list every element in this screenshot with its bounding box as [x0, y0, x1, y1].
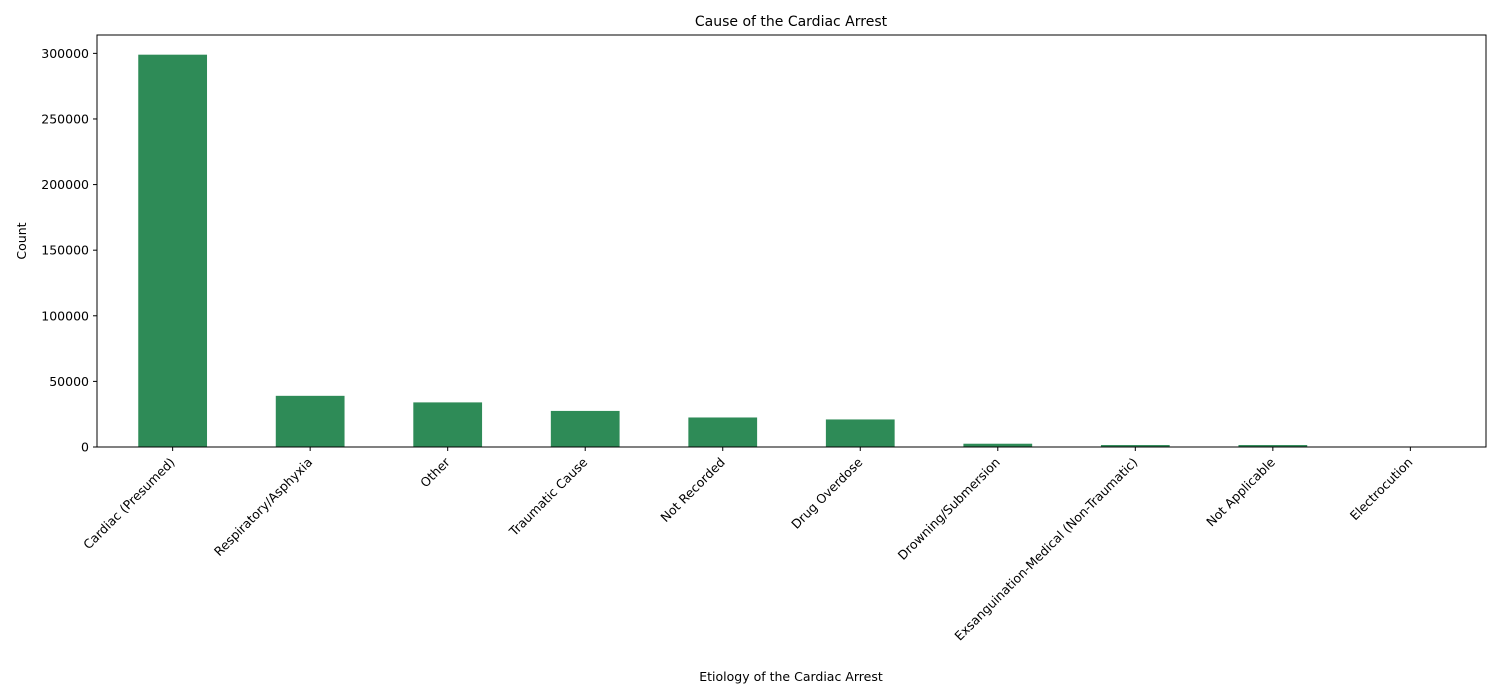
- y-axis-ticks: 0 50000 100000 150000 200000 250000 300000: [41, 46, 97, 455]
- y-tick-label: 250000: [41, 111, 89, 126]
- bar-1: [275, 395, 345, 447]
- bar-4: [688, 417, 758, 447]
- bar-8: [1238, 445, 1308, 447]
- bar-2: [413, 402, 483, 447]
- y-tick-label: 100000: [41, 308, 89, 323]
- bar-6: [963, 443, 1033, 447]
- bar-7: [1100, 445, 1170, 447]
- bar-0: [138, 54, 208, 448]
- bar-3: [550, 410, 620, 447]
- y-tick-label: 50000: [49, 374, 89, 389]
- y-axis-label: Count: [14, 222, 29, 259]
- y-tick-label: 300000: [41, 46, 89, 61]
- bar-5: [825, 419, 895, 447]
- x-axis-label: Etiology of the Cardiac Arrest: [699, 669, 883, 684]
- y-tick-label: 150000: [41, 243, 89, 258]
- plot-frame: [96, 34, 1487, 448]
- y-tick-label: 200000: [41, 177, 89, 192]
- chart-title: Cause of the Cardiac Arrest: [695, 14, 888, 30]
- y-tick-label: 0: [81, 440, 89, 455]
- bars-group: [138, 54, 1445, 448]
